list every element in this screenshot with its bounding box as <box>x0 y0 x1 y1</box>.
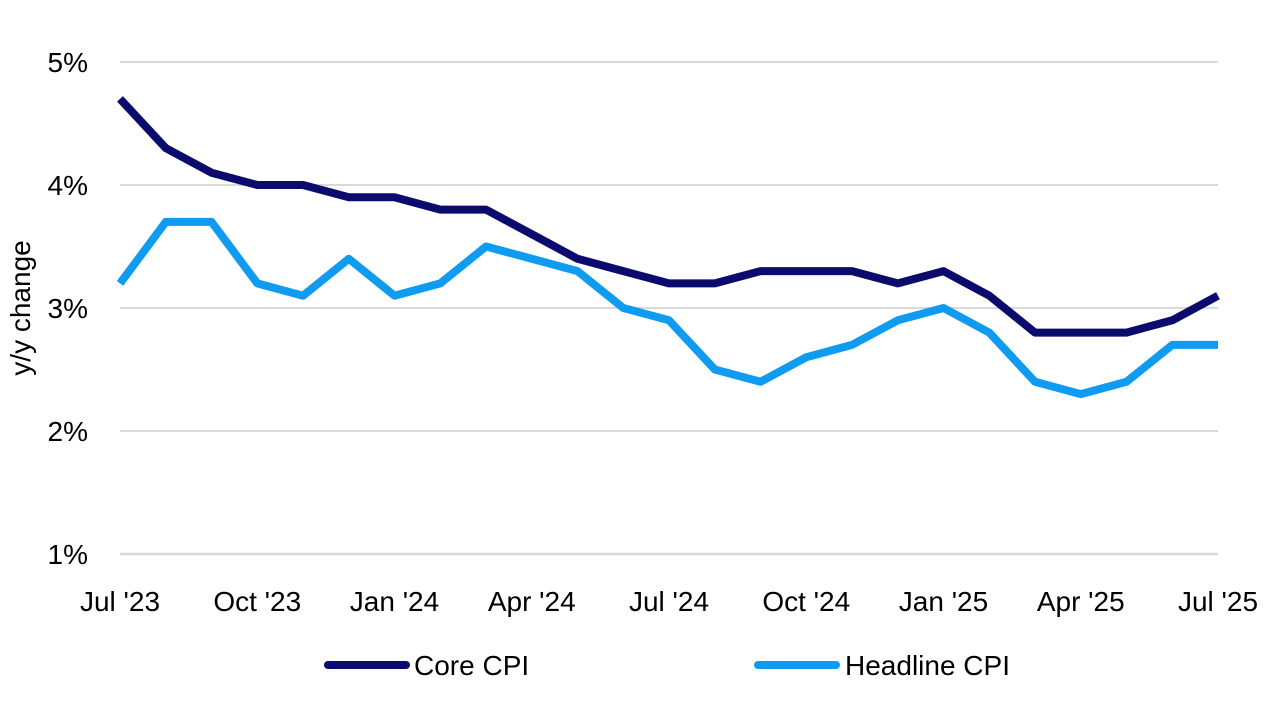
legend-label: Headline CPI <box>845 650 1010 681</box>
legend-label: Core CPI <box>414 650 529 681</box>
series-line-core-cpi <box>117 96 1220 337</box>
series-lines <box>116 96 1220 399</box>
y-tick-label: 5% <box>48 47 88 78</box>
y-axis-title: y/y change <box>5 240 36 375</box>
y-axis-tick-labels: 1% 2% 3% 4% 5% <box>48 47 88 570</box>
y-tick-label: 2% <box>48 416 88 447</box>
y-tick-label: 1% <box>48 539 88 570</box>
y-tick-label: 4% <box>48 170 88 201</box>
x-tick-label: Jan '25 <box>899 586 988 617</box>
y-tick-label: 3% <box>48 293 88 324</box>
gridlines <box>120 61 1218 556</box>
x-tick-label: Oct '23 <box>213 586 301 617</box>
x-tick-label: Oct '24 <box>762 586 850 617</box>
legend-item-core-cpi: Core CPI <box>324 650 529 681</box>
x-tick-label: Jan '24 <box>350 586 439 617</box>
x-tick-label: Apr '25 <box>1037 586 1125 617</box>
series-line-headline-cpi <box>116 217 1218 399</box>
legend-item-headline-cpi: Headline CPI <box>754 650 1010 681</box>
x-tick-label: Jul '23 <box>80 586 160 617</box>
x-tick-label: Jul '25 <box>1178 586 1258 617</box>
legend: Core CPI Headline CPI <box>324 650 1010 681</box>
x-tick-label: Apr '24 <box>488 586 576 617</box>
x-tick-label: Jul '24 <box>629 586 709 617</box>
x-axis-tick-labels: Jul '23 Oct '23 Jan '24 Apr '24 Jul '24 Oct '… <box>80 586 1258 617</box>
